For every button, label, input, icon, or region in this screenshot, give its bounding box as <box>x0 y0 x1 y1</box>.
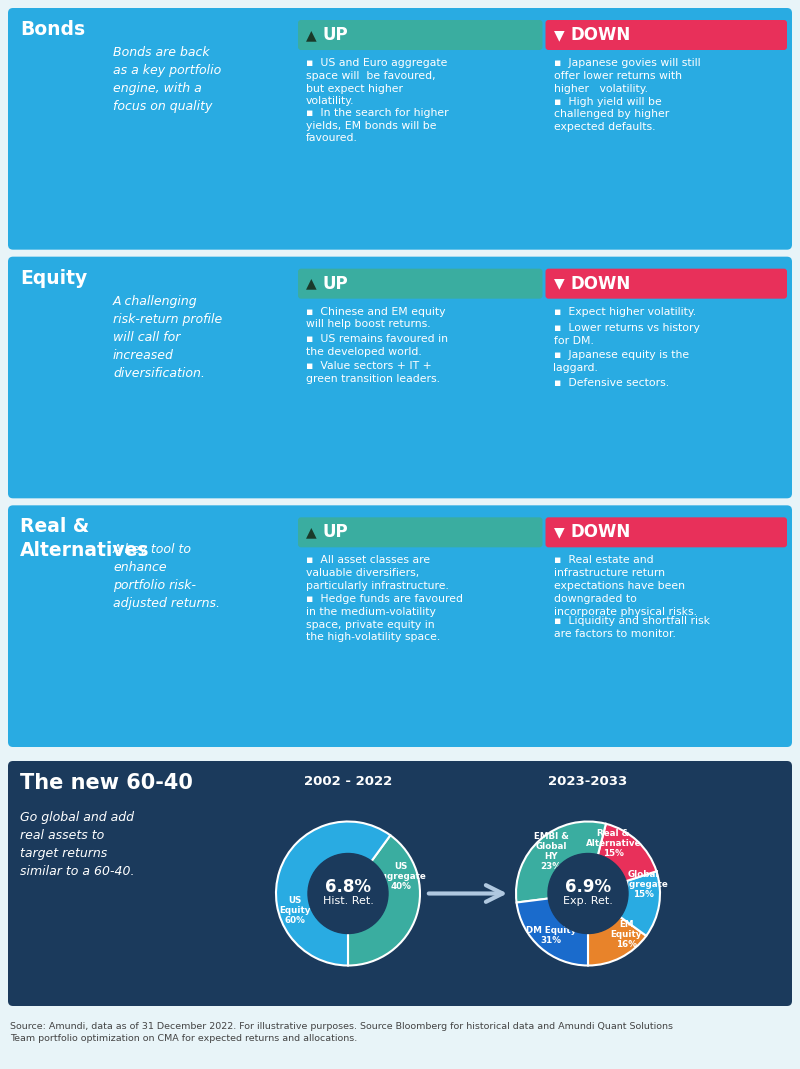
FancyBboxPatch shape <box>8 761 792 1006</box>
Text: EM
Equity
16%: EM Equity 16% <box>610 919 642 949</box>
Wedge shape <box>588 894 646 965</box>
FancyBboxPatch shape <box>298 268 542 298</box>
Wedge shape <box>588 824 657 894</box>
Text: US
Equity
60%: US Equity 60% <box>279 896 310 926</box>
Text: ▼: ▼ <box>554 28 564 42</box>
Text: ▪  US and Euro aggregate
space will  be favoured,
but expect higher
volatility.: ▪ US and Euro aggregate space will be fa… <box>306 58 447 107</box>
Text: 2023-2033: 2023-2033 <box>548 775 628 788</box>
Text: ▪  Japanese equity is the
laggard.: ▪ Japanese equity is the laggard. <box>554 351 689 373</box>
Text: ▪  US remains favoured in
the developed world.: ▪ US remains favoured in the developed w… <box>306 335 448 357</box>
Text: UP: UP <box>323 275 349 293</box>
Text: ▼: ▼ <box>554 525 564 540</box>
Text: EMBI &
Global
HY
23%: EMBI & Global HY 23% <box>534 832 569 871</box>
Text: A key tool to
enhance
portfolio risk-
adjusted returns.: A key tool to enhance portfolio risk- ad… <box>113 543 220 610</box>
FancyBboxPatch shape <box>546 20 787 50</box>
Text: Hist. Ret.: Hist. Ret. <box>322 897 374 907</box>
Circle shape <box>548 853 628 933</box>
Wedge shape <box>348 835 420 965</box>
Wedge shape <box>517 894 588 965</box>
Text: Equity: Equity <box>20 268 87 288</box>
Text: US
Aggregate
40%: US Aggregate 40% <box>375 862 427 890</box>
Text: ▲: ▲ <box>306 28 317 42</box>
Text: DOWN: DOWN <box>570 275 630 293</box>
Text: Source: Amundi, data as of 31 December 2022. For illustrative purposes. Source B: Source: Amundi, data as of 31 December 2… <box>10 1022 673 1043</box>
Text: ▪  Japanese govies will still
offer lower returns with
higher   volatility.: ▪ Japanese govies will still offer lower… <box>554 58 700 94</box>
Text: DM Equity
31%: DM Equity 31% <box>526 926 576 945</box>
Text: Global
Aggregate
15%: Global Aggregate 15% <box>618 870 669 899</box>
FancyBboxPatch shape <box>546 517 787 547</box>
Text: ▲: ▲ <box>306 525 317 540</box>
Wedge shape <box>276 821 390 965</box>
Text: ▪  Lower returns vs history
for DM.: ▪ Lower returns vs history for DM. <box>554 323 699 345</box>
Text: ▪  High yield will be
challenged by higher
expected defaults.: ▪ High yield will be challenged by highe… <box>554 96 669 133</box>
Text: DOWN: DOWN <box>570 26 630 44</box>
Text: ▪  Hedge funds are favoured
in the medium-volatility
space, private equity in
th: ▪ Hedge funds are favoured in the medium… <box>306 594 463 642</box>
FancyBboxPatch shape <box>8 7 792 250</box>
Text: Bonds are back
as a key portfolio
engine, with a
focus on quality: Bonds are back as a key portfolio engine… <box>113 46 222 113</box>
FancyBboxPatch shape <box>8 506 792 747</box>
Text: ▪  All asset classes are
valuable diversifiers,
particularly infrastructure.: ▪ All asset classes are valuable diversi… <box>306 555 449 591</box>
Text: ▼: ▼ <box>554 277 564 291</box>
Text: 6.8%: 6.8% <box>325 879 371 897</box>
Text: Real &
Alternatives: Real & Alternatives <box>20 517 150 560</box>
Text: The new 60-40: The new 60-40 <box>20 773 193 793</box>
Text: ▪  In the search for higher
yields, EM bonds will be
favoured.: ▪ In the search for higher yields, EM bo… <box>306 108 449 143</box>
Text: ▪  Expect higher volatility.: ▪ Expect higher volatility. <box>554 307 696 316</box>
FancyBboxPatch shape <box>8 257 792 498</box>
Wedge shape <box>516 821 606 902</box>
Text: ▪  Real estate and
infrastructure return
expectations have been
downgraded to
in: ▪ Real estate and infrastructure return … <box>554 555 697 617</box>
Circle shape <box>308 853 388 933</box>
FancyBboxPatch shape <box>298 517 542 547</box>
Text: ▪  Value sectors + IT +
green transition leaders.: ▪ Value sectors + IT + green transition … <box>306 361 440 384</box>
Text: Real &
Alternative
15%: Real & Alternative 15% <box>586 830 641 858</box>
Text: ▪  Chinese and EM equity
will help boost returns.: ▪ Chinese and EM equity will help boost … <box>306 307 446 329</box>
Text: 6.9%: 6.9% <box>565 879 611 897</box>
Text: 2002 - 2022: 2002 - 2022 <box>304 775 392 788</box>
Text: A challenging
risk-return profile
will call for
increased
diversification.: A challenging risk-return profile will c… <box>113 295 222 379</box>
Text: DOWN: DOWN <box>570 524 630 541</box>
Text: UP: UP <box>323 26 349 44</box>
Text: ▪  Liquidity and shortfall risk
are factors to monitor.: ▪ Liquidity and shortfall risk are facto… <box>554 617 710 639</box>
Text: ▲: ▲ <box>306 277 317 291</box>
Wedge shape <box>588 871 660 935</box>
Text: UP: UP <box>323 524 349 541</box>
FancyBboxPatch shape <box>298 20 542 50</box>
FancyBboxPatch shape <box>546 268 787 298</box>
Text: Bonds: Bonds <box>20 20 85 38</box>
Text: Exp. Ret.: Exp. Ret. <box>563 897 613 907</box>
Text: Go global and add
real assets to
target returns
similar to a 60-40.: Go global and add real assets to target … <box>20 811 134 878</box>
Text: ▪  Defensive sectors.: ▪ Defensive sectors. <box>554 377 669 388</box>
